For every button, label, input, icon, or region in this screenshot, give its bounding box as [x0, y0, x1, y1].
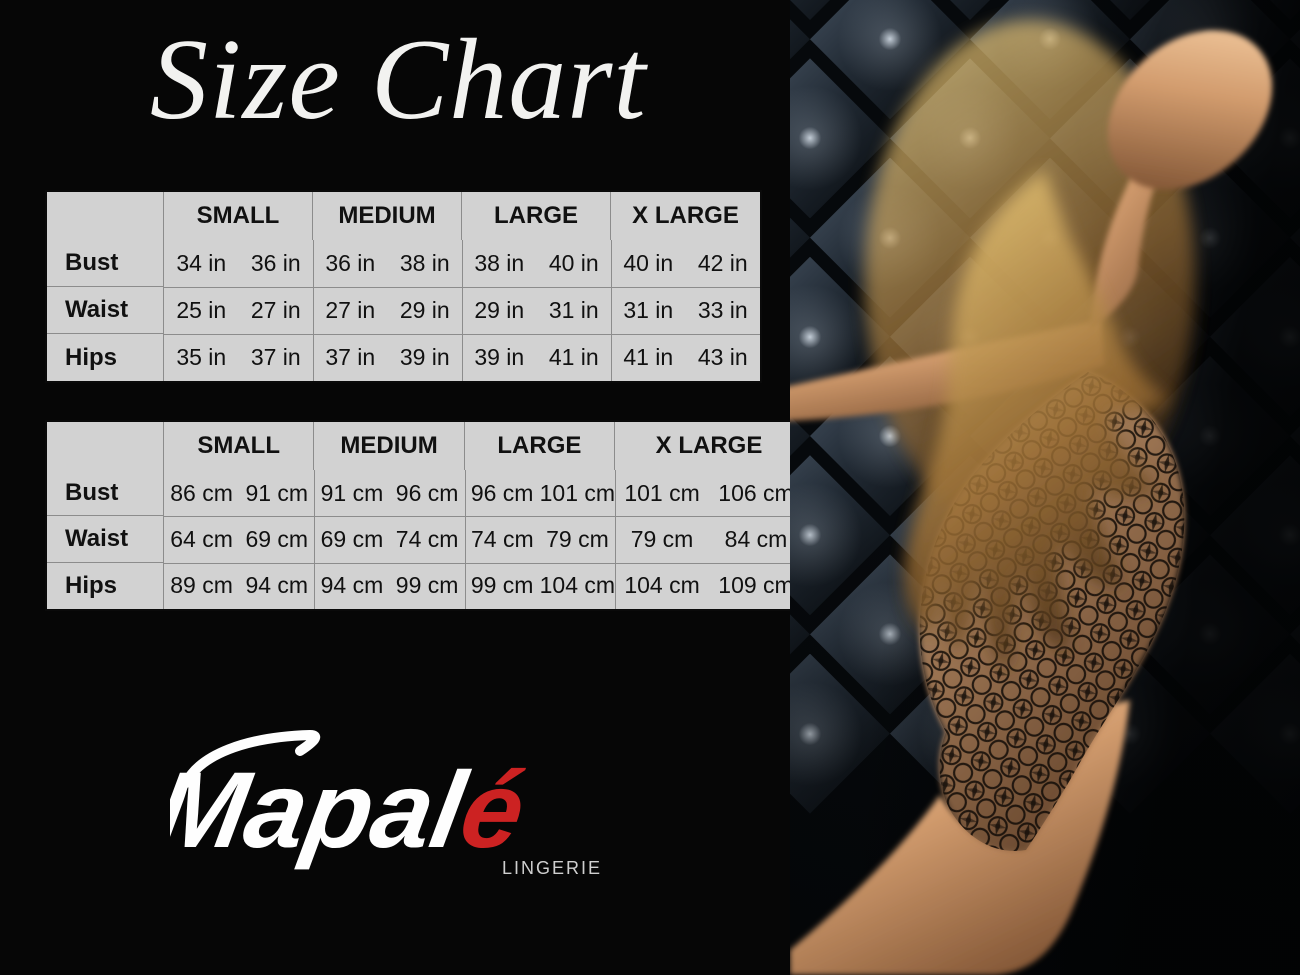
svg-text:Mapalé: Mapalé	[170, 750, 534, 871]
